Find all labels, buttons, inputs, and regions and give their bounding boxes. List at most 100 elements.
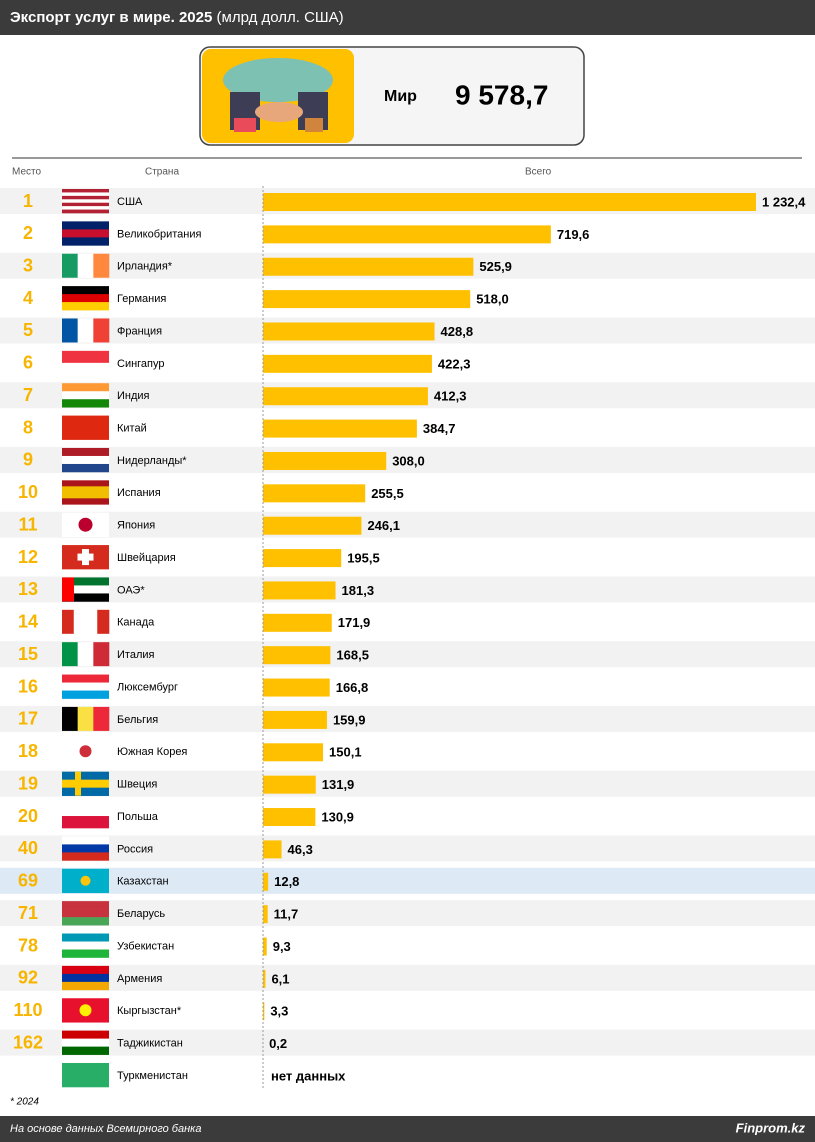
row-background [0, 641, 815, 668]
bar [263, 743, 324, 762]
value-label: 181,3 [342, 583, 375, 598]
value-label: 9,3 [273, 939, 291, 954]
bar [263, 387, 428, 406]
flag [62, 253, 110, 278]
country-label: Китай [117, 422, 147, 434]
bar [263, 872, 269, 891]
rank: 14 [18, 612, 38, 632]
flag-stripe [62, 609, 75, 634]
row-background [0, 900, 815, 927]
rank: 15 [18, 644, 38, 664]
flag-stripe [62, 804, 109, 817]
flag-stripe [62, 415, 109, 440]
rank: 92 [18, 968, 38, 988]
flag [62, 318, 110, 343]
value-label: 131,9 [322, 777, 355, 792]
flag-stripe [62, 973, 109, 983]
country-label: Кыргызстан* [117, 1005, 182, 1017]
flag [62, 1030, 109, 1055]
flag [62, 286, 109, 311]
value-label: 1 232,4 [762, 194, 806, 209]
rank: 13 [18, 579, 38, 599]
rank: 11 [18, 514, 37, 534]
value-label: 150,1 [329, 745, 362, 760]
row-background [0, 446, 815, 473]
flag [62, 998, 109, 1023]
rank: 110 [13, 1000, 42, 1020]
flag-emblem [79, 1004, 92, 1017]
flag-emblem [80, 875, 91, 886]
bar [263, 290, 471, 309]
flag [62, 415, 109, 440]
rank: 6 [23, 353, 33, 373]
flag [62, 965, 109, 991]
flag-stripe [62, 318, 78, 343]
value-label: 166,8 [336, 680, 369, 695]
total-label: Мир [384, 88, 417, 105]
bar [263, 257, 474, 276]
flag [62, 836, 109, 861]
flag-stripe [62, 1038, 109, 1047]
row-background [0, 511, 815, 538]
flag-stripe [62, 909, 109, 918]
flag-stripe [93, 253, 110, 278]
row-background [0, 770, 815, 797]
country-label: Италия [117, 649, 155, 661]
country-label: Ирландия* [117, 261, 173, 273]
flag-stripe [62, 447, 109, 457]
flag-stripe [62, 917, 109, 926]
flag-stripe [62, 771, 109, 780]
rows: 1 США 1 232,4 2 Великобритания 719,6 3 Ирландия… [0, 188, 815, 1088]
rank: 20 [18, 806, 38, 826]
rank: 16 [18, 676, 38, 696]
row-background [0, 964, 815, 991]
country-label: Люксембург [117, 681, 178, 693]
flag-stripe [73, 609, 86, 634]
value-label: 255,5 [371, 486, 404, 501]
country-label: Россия [117, 843, 153, 855]
flag-stripe [62, 852, 109, 861]
flag [62, 706, 110, 731]
country-label: Узбекистан [117, 940, 174, 952]
flag [62, 545, 109, 570]
rank: 17 [18, 709, 38, 729]
flag [62, 901, 109, 926]
country-label: Казахстан [117, 876, 169, 888]
flag-stripe [77, 318, 94, 343]
source: На основе данных Всемирного банка [10, 1123, 201, 1135]
flag-stripe [62, 399, 109, 408]
country-label: Бельгия [117, 714, 158, 726]
value-label: 171,9 [338, 615, 371, 630]
country-label: Армения [117, 973, 162, 985]
row-background [0, 705, 815, 732]
country-label: Франция [117, 325, 162, 337]
footnote: * 2024 [10, 1097, 39, 1108]
flag-stripe [62, 1030, 109, 1039]
flag-stripe [62, 593, 109, 602]
flag [62, 674, 109, 699]
bar [263, 937, 267, 956]
value-label: 246,1 [367, 518, 400, 533]
bar [263, 322, 435, 341]
bar [263, 646, 331, 665]
flag-stripe [62, 362, 109, 376]
flag-stripe [62, 480, 109, 487]
flag [62, 1062, 109, 1088]
value-label: 159,9 [333, 712, 366, 727]
flag-stripe [62, 455, 109, 465]
rank: 19 [18, 773, 38, 793]
country-label: США [117, 196, 143, 208]
rank: 40 [18, 838, 38, 858]
total-value: 9 578,7 [455, 79, 548, 110]
flag-stripe [62, 383, 109, 392]
flag-stripe [62, 253, 78, 278]
flag-stripe [62, 706, 78, 731]
bar [263, 969, 266, 988]
rank: 69 [18, 871, 38, 891]
column-header: Страна [145, 167, 179, 178]
country-label: ОАЭ* [117, 584, 145, 596]
bar [263, 808, 316, 827]
bar [263, 451, 387, 470]
value-label: 168,5 [336, 648, 369, 663]
